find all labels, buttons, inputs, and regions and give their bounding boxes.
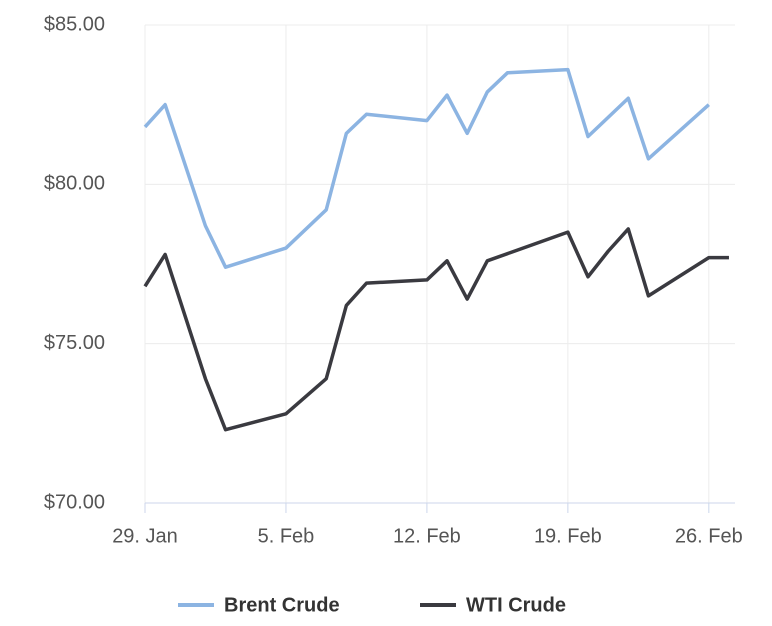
x-tick-label: 26. Feb: [675, 525, 743, 547]
y-tick-label: $85.00: [44, 13, 105, 35]
y-tick-label: $75.00: [44, 332, 105, 354]
series-line: [143, 227, 729, 432]
y-tick-label: $70.00: [44, 491, 105, 513]
legend-label: Brent Crude: [224, 594, 340, 616]
legend-label: WTI Crude: [466, 594, 566, 616]
x-tick-label: 19. Feb: [534, 525, 602, 547]
series-line: [143, 67, 710, 269]
x-tick-label: 5. Feb: [258, 525, 315, 547]
x-tick-label: 29. Jan: [112, 525, 178, 547]
y-tick-label: $80.00: [44, 173, 105, 195]
x-tick-label: 12. Feb: [393, 525, 461, 547]
